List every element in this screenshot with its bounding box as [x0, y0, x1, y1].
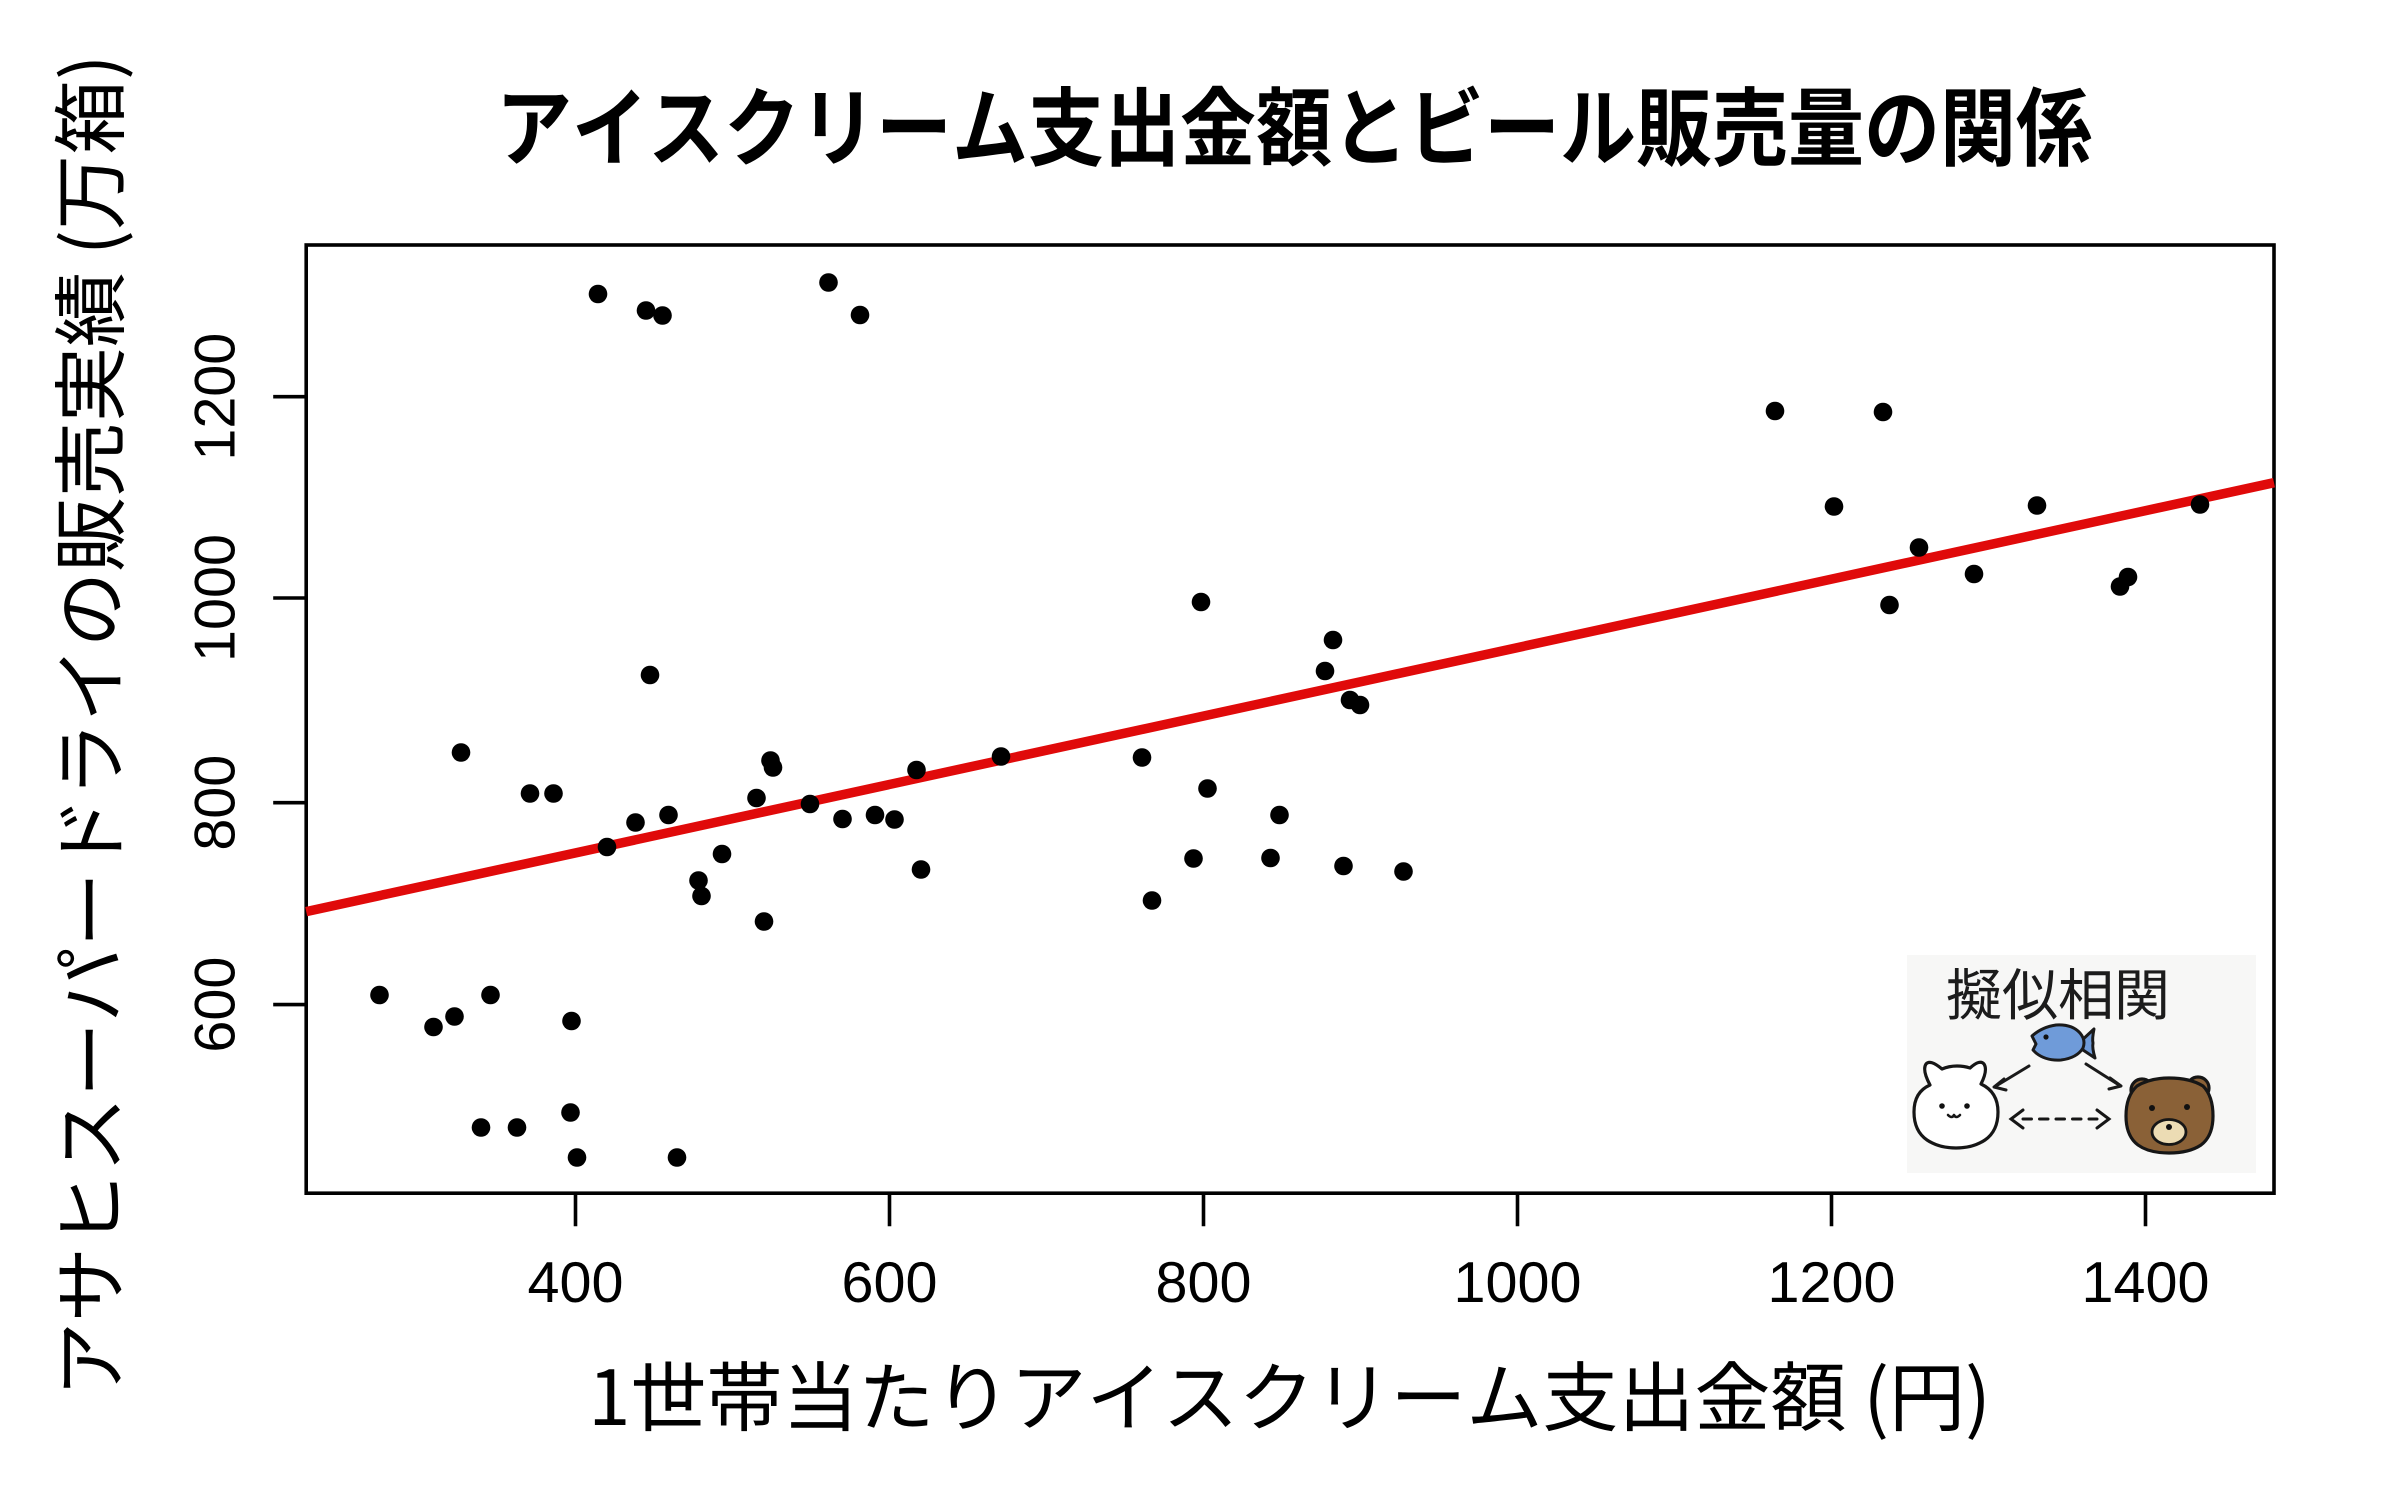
svg-text:1400: 1400 [2082, 1251, 2210, 1315]
svg-text:600: 600 [184, 957, 248, 1053]
svg-text:800: 800 [1156, 1251, 1252, 1315]
svg-text:800: 800 [184, 755, 248, 851]
svg-text:400: 400 [528, 1251, 624, 1315]
svg-text:1000: 1000 [184, 534, 248, 662]
svg-text:1200: 1200 [184, 333, 248, 461]
svg-text:600: 600 [842, 1251, 938, 1315]
svg-text:1000: 1000 [1454, 1251, 1582, 1315]
svg-text:1200: 1200 [1768, 1251, 1896, 1315]
